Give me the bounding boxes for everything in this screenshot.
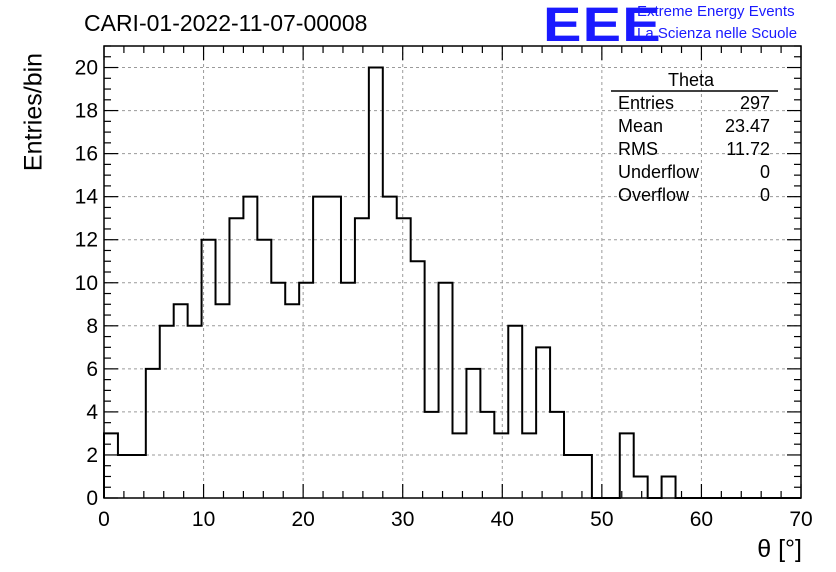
x-axis-label: θ [°] — [757, 535, 802, 563]
x-tick-label: 10 — [192, 508, 215, 531]
y-tick-label: 20 — [75, 57, 98, 80]
y-tick-label: 4 — [86, 401, 98, 424]
y-tick-label: 6 — [86, 358, 98, 381]
y-tick-label: 14 — [75, 186, 99, 209]
x-tick-label: 50 — [590, 508, 613, 531]
chart-title: CARI-01-2022-11-07-00008 — [84, 10, 368, 36]
x-tick-label: 0 — [98, 508, 110, 531]
y-tick-label: 12 — [75, 229, 98, 252]
axis-ticks — [103, 45, 802, 499]
stats-value-rms: 11.72 — [726, 139, 770, 159]
stats-label-entries: Entries — [618, 93, 675, 113]
x-tick-label: 20 — [291, 508, 314, 531]
stats-value-underflow: 0 — [759, 162, 770, 182]
stats-label-mean: Mean — [618, 116, 664, 136]
stats-value-mean: 23.47 — [724, 116, 770, 136]
y-tick-label: 8 — [86, 315, 98, 338]
x-tick-label: 70 — [789, 508, 812, 531]
stats-label-underflow: Underflow — [618, 162, 700, 182]
histogram-line — [103, 66, 801, 499]
y-tick-label: 2 — [86, 444, 98, 467]
y-tick-label: 18 — [75, 100, 98, 123]
x-tick-label: 30 — [391, 508, 414, 531]
stats-value-overflow: 0 — [759, 185, 770, 205]
stats-label-overflow: Overflow — [618, 185, 690, 205]
x-tick-label: 40 — [491, 508, 514, 531]
y-tick-label: 10 — [75, 272, 98, 295]
y-tick-label: 16 — [75, 143, 98, 166]
stats-value-entries: 297 — [739, 93, 770, 113]
y-axis-label: Entries/bin — [19, 52, 48, 172]
tick-labels: 0 10 20 30 40 50 60 70 0 2 4 6 8 10 12 14 16 18 20 — [75, 57, 813, 531]
stats-label-rms: RMS — [618, 139, 658, 159]
logo-line-1: Extreme Energy Events — [637, 3, 795, 20]
y-tick-label: 0 — [86, 487, 98, 510]
x-tick-label: 60 — [690, 508, 713, 531]
eee-logo: EEE — [543, 0, 662, 52]
stats-name: Theta — [668, 70, 715, 90]
logo-line-2: La Scienza nelle Scuole — [637, 25, 798, 42]
